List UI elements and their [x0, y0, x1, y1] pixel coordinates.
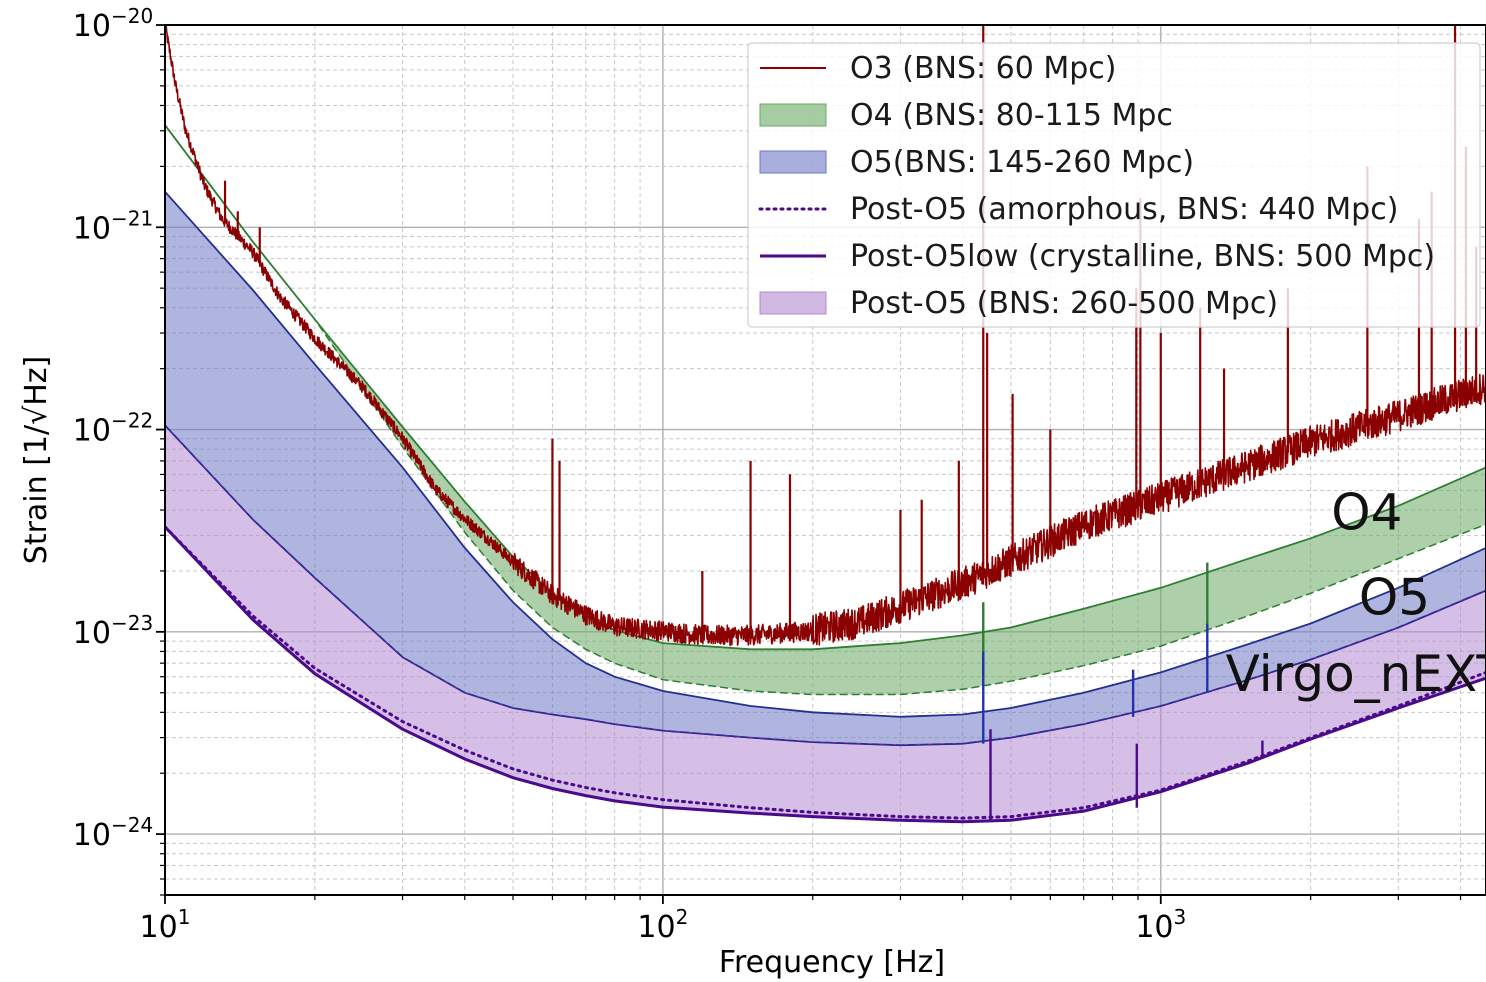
- annotation-0: O4: [1331, 484, 1402, 542]
- y-tick-label-base: 10: [73, 616, 111, 651]
- x-tick-label-exp: 1: [178, 905, 191, 929]
- y-tick-label-base: 10: [73, 818, 111, 853]
- x-axis-label: Frequency [Hz]: [719, 945, 945, 980]
- band-lower-edge-2: [165, 424, 1486, 746]
- plot-frame: [164, 24, 1486, 896]
- post-o5-amorphous-curve: [165, 525, 1486, 820]
- band-lower-edge-1: [165, 124, 1486, 696]
- y-tick-label-3: 10−23: [73, 611, 153, 651]
- o3-curve: [165, 25, 1486, 647]
- band-fill-5: [165, 425, 1486, 822]
- x-tick-label-base: 10: [140, 910, 178, 945]
- legend-label-2: O5(BNS: 145-260 Mpc): [850, 145, 1194, 180]
- band-fill-2: [165, 191, 1486, 746]
- y-tick-label-exp: −20: [111, 4, 153, 28]
- x-tick-label-base: 10: [637, 910, 675, 945]
- legend-label-5: Post-O5 (BNS: 260-500 Mpc): [850, 286, 1278, 321]
- legend: O3 (BNS: 60 Mpc) O4 (BNS: 80-115 Mpc O5(BN…: [747, 42, 1481, 328]
- legend-swatch-1: [759, 103, 827, 127]
- legend-box: [747, 42, 1481, 328]
- y-tick-label-4: 10−24: [73, 813, 153, 853]
- y-tick-label-base: 10: [73, 414, 111, 449]
- legend-swatch-5: [759, 291, 827, 315]
- annotations: O4 O5 Virgo_nEXT: [1226, 484, 1486, 703]
- annotation-2: Virgo_nEXT: [1226, 645, 1486, 703]
- y-tick-label-exp: −23: [111, 611, 153, 635]
- y-tick-label-1: 10−21: [73, 206, 153, 246]
- y-axis-label: Strain [1/√Hz]: [19, 356, 54, 564]
- legend-label-1: O4 (BNS: 80-115 Mpc: [850, 98, 1173, 133]
- band-fill-1: [165, 125, 1486, 695]
- x-tick-label-0: 101: [140, 905, 191, 945]
- x-tick-label-exp: 3: [1174, 905, 1187, 929]
- band-upper-edge-2: [165, 191, 1486, 718]
- y-tick-label-0: 10−20: [73, 4, 153, 44]
- y-tick-label-2: 10−22: [73, 409, 153, 449]
- y-tick-label-base: 10: [73, 211, 111, 246]
- x-tick-label-2: 103: [1135, 905, 1186, 945]
- annotation-1: O5: [1359, 568, 1430, 626]
- x-tick-label-exp: 2: [676, 905, 689, 929]
- band-upper-edge-1: [165, 124, 1486, 651]
- x-tick-label-1: 102: [637, 905, 688, 945]
- y-tick-label-exp: −21: [111, 206, 153, 230]
- y-tick-label-exp: −22: [111, 409, 153, 433]
- legend-label-3: Post-O5 (amorphous, BNS: 440 Mpc): [850, 192, 1398, 227]
- y-tick-label-exp: −24: [111, 813, 153, 837]
- legend-label-4: Post-O5low (crystalline, BNS: 500 Mpc): [850, 239, 1435, 274]
- legend-swatch-2: [759, 150, 827, 174]
- y-tick-label-base: 10: [73, 9, 111, 44]
- post-o5low-curve: [165, 525, 1486, 824]
- x-tick-label-base: 10: [1135, 910, 1173, 945]
- legend-label-0: O3 (BNS: 60 Mpc): [850, 51, 1116, 86]
